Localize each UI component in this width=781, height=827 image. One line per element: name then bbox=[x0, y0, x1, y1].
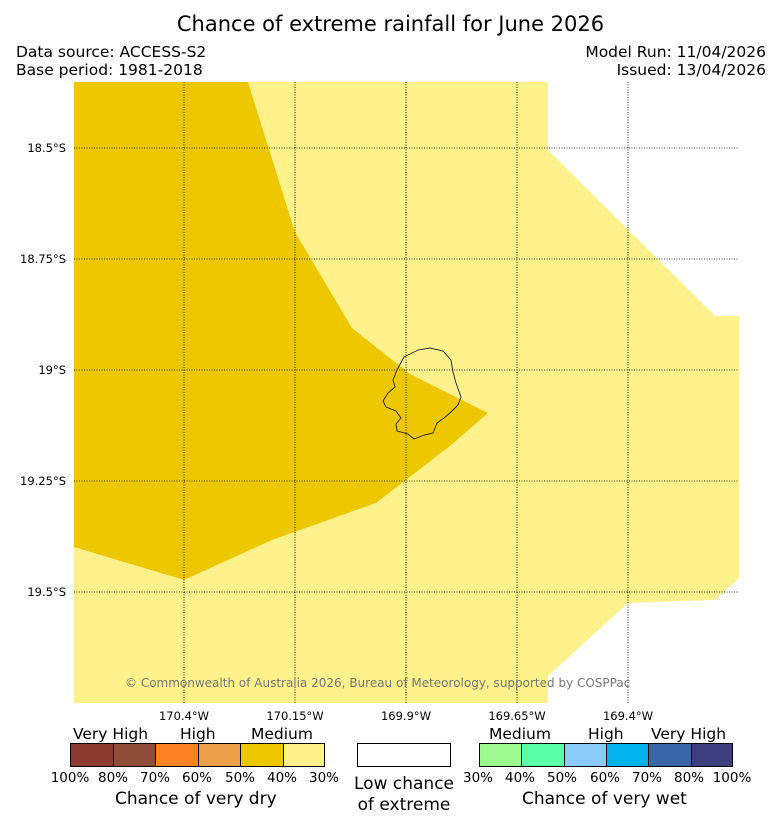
wet-color-swatch bbox=[648, 743, 691, 767]
wet-color-swatch bbox=[479, 743, 522, 767]
lon-label: 169.65°W bbox=[488, 709, 546, 723]
dry-tick: 70% bbox=[139, 770, 170, 786]
lat-label: 18.5°S bbox=[27, 141, 66, 155]
model-run-text: Model Run: 11/04/2026 bbox=[585, 43, 766, 61]
lon-label: 169.4°W bbox=[602, 709, 654, 723]
dry-tick: 80% bbox=[97, 770, 128, 786]
lat-label: 18.75°S bbox=[20, 252, 66, 266]
gridlines bbox=[74, 82, 739, 703]
wet-color-swatch bbox=[563, 743, 606, 767]
wet-tick: 40% bbox=[504, 770, 535, 786]
dry-color-swatch bbox=[197, 743, 240, 767]
wet-color-swatch bbox=[521, 743, 564, 767]
dry-color-swatch bbox=[155, 743, 198, 767]
zone-dark-yellow bbox=[74, 82, 488, 580]
wet-tick: 30% bbox=[462, 770, 493, 786]
island-outline bbox=[382, 347, 462, 440]
lon-label: 170.15°W bbox=[266, 709, 324, 723]
neutral-caption-line1: Low chance bbox=[354, 774, 454, 794]
wet-tick: 50% bbox=[546, 770, 577, 786]
wet-tick: 70% bbox=[631, 770, 662, 786]
wet-tick: 100% bbox=[712, 770, 752, 786]
dry-tick: 50% bbox=[224, 770, 255, 786]
dry-tick: 40% bbox=[266, 770, 297, 786]
wet-color-swatch bbox=[606, 743, 649, 767]
dry-color-swatch bbox=[112, 743, 155, 767]
lat-label: 19.25°S bbox=[20, 474, 66, 488]
wet-tick: 60% bbox=[589, 770, 620, 786]
meta-source-block: Data source: ACCESS-S2 Base period: 1981… bbox=[16, 43, 206, 79]
lon-label: 170.4°W bbox=[158, 709, 210, 723]
dry-color-swatch bbox=[70, 743, 113, 767]
neutral-caption-line2: of extreme bbox=[357, 795, 451, 815]
lon-label: 169.9°W bbox=[380, 709, 432, 723]
wet-caption: Chance of very wet bbox=[522, 789, 687, 809]
dry-level-high: High bbox=[180, 725, 216, 743]
dry-tick: 30% bbox=[308, 770, 339, 786]
neutral-swatch bbox=[357, 743, 451, 767]
base-period-text: Base period: 1981-2018 bbox=[16, 61, 203, 79]
wet-level-very-high: Very High bbox=[651, 725, 727, 743]
dry-tick: 60% bbox=[181, 770, 212, 786]
wet-level-medium: Medium bbox=[489, 725, 551, 743]
lat-label: 19°S bbox=[38, 363, 66, 377]
dry-color-swatch bbox=[240, 743, 283, 767]
meta-run-block: Model Run: 11/04/2026 Issued: 13/04/2026 bbox=[585, 43, 766, 79]
dry-level-very-high: Very High bbox=[73, 725, 149, 743]
dry-color-swatch bbox=[282, 743, 325, 767]
lat-label: 19.5°S bbox=[27, 585, 66, 599]
copyright-text: © Commonwealth of Australia 2026, Bureau… bbox=[125, 676, 631, 690]
map-title: Chance of extreme rainfall for June 2026 bbox=[176, 12, 605, 36]
data-source-text: Data source: ACCESS-S2 bbox=[16, 43, 207, 61]
issued-text: Issued: 13/04/2026 bbox=[616, 61, 766, 79]
wet-color-swatch bbox=[690, 743, 733, 767]
wet-level-high: High bbox=[588, 725, 624, 743]
dry-caption: Chance of very dry bbox=[115, 789, 277, 809]
dry-level-medium: Medium bbox=[251, 725, 313, 743]
dry-tick: 100% bbox=[50, 770, 90, 786]
zone-light-yellow bbox=[74, 82, 739, 703]
wet-tick: 80% bbox=[673, 770, 704, 786]
